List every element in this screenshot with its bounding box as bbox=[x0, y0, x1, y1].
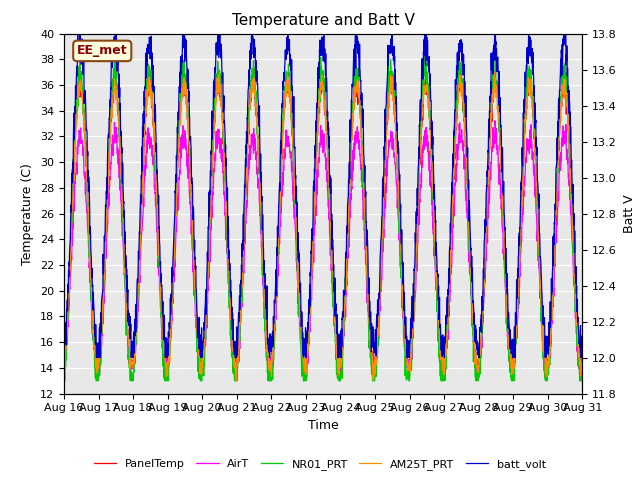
NR01_PRT bbox=[579, 378, 586, 384]
AirT bbox=[548, 326, 556, 332]
PanelTemp bbox=[93, 365, 100, 371]
PanelTemp bbox=[349, 109, 357, 115]
AM25T_PRT bbox=[533, 201, 541, 207]
batt_volt bbox=[205, 189, 213, 195]
Line: NR01_PRT: NR01_PRT bbox=[64, 52, 582, 381]
AirT bbox=[579, 361, 586, 367]
AirT bbox=[205, 266, 212, 272]
AirT bbox=[474, 369, 481, 374]
AM25T_PRT bbox=[60, 356, 68, 361]
NR01_PRT bbox=[548, 315, 556, 321]
NR01_PRT bbox=[474, 378, 482, 384]
Y-axis label: Temperature (C): Temperature (C) bbox=[22, 163, 35, 264]
AirT bbox=[533, 238, 541, 244]
NR01_PRT bbox=[349, 105, 357, 110]
AM25T_PRT bbox=[338, 346, 346, 351]
Line: batt_volt: batt_volt bbox=[64, 34, 582, 358]
Text: EE_met: EE_met bbox=[77, 44, 127, 58]
batt_volt bbox=[548, 276, 556, 281]
Line: PanelTemp: PanelTemp bbox=[64, 75, 582, 368]
PanelTemp bbox=[422, 72, 430, 78]
NR01_PRT bbox=[420, 49, 428, 55]
batt_volt bbox=[74, 31, 81, 36]
AirT bbox=[491, 118, 499, 124]
PanelTemp bbox=[205, 246, 212, 252]
AM25T_PRT bbox=[349, 108, 357, 114]
NR01_PRT bbox=[533, 202, 541, 208]
AM25T_PRT bbox=[232, 378, 240, 384]
AirT bbox=[232, 378, 240, 384]
PanelTemp bbox=[548, 323, 556, 328]
Legend: PanelTemp, AirT, NR01_PRT, AM25T_PRT, batt_volt: PanelTemp, AirT, NR01_PRT, AM25T_PRT, ba… bbox=[90, 455, 550, 474]
PanelTemp bbox=[338, 359, 346, 365]
Line: AM25T_PRT: AM25T_PRT bbox=[64, 72, 582, 381]
batt_volt bbox=[533, 146, 541, 152]
batt_volt bbox=[579, 344, 586, 350]
batt_volt bbox=[474, 350, 482, 356]
PanelTemp bbox=[533, 186, 541, 192]
AM25T_PRT bbox=[474, 363, 481, 369]
AirT bbox=[60, 363, 68, 369]
PanelTemp bbox=[474, 365, 482, 371]
PanelTemp bbox=[60, 363, 68, 369]
Title: Temperature and Batt V: Temperature and Batt V bbox=[232, 13, 415, 28]
Y-axis label: Batt V: Batt V bbox=[623, 194, 636, 233]
X-axis label: Time: Time bbox=[308, 419, 339, 432]
NR01_PRT bbox=[61, 378, 68, 384]
PanelTemp bbox=[579, 365, 586, 371]
AirT bbox=[349, 164, 357, 169]
batt_volt bbox=[339, 317, 346, 323]
AM25T_PRT bbox=[490, 69, 498, 75]
NR01_PRT bbox=[60, 371, 68, 376]
AM25T_PRT bbox=[205, 252, 212, 258]
batt_volt bbox=[60, 344, 68, 350]
AM25T_PRT bbox=[548, 321, 556, 327]
NR01_PRT bbox=[338, 375, 346, 381]
batt_volt bbox=[93, 355, 100, 360]
AM25T_PRT bbox=[579, 360, 586, 366]
Line: AirT: AirT bbox=[64, 121, 582, 381]
batt_volt bbox=[349, 55, 357, 60]
NR01_PRT bbox=[205, 240, 212, 246]
AirT bbox=[338, 354, 346, 360]
